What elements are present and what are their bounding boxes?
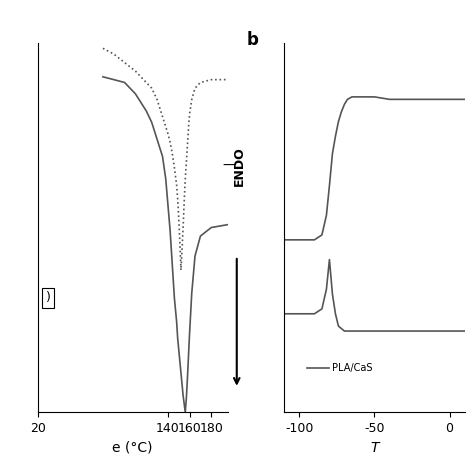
Text: PLA/CaS: PLA/CaS <box>332 363 373 373</box>
X-axis label: e (°C): e (°C) <box>112 441 153 455</box>
Text: ): ) <box>46 292 50 304</box>
X-axis label: T: T <box>370 441 379 455</box>
Text: —: — <box>222 159 237 173</box>
Text: ENDO: ENDO <box>233 146 246 186</box>
Text: b: b <box>246 31 258 49</box>
